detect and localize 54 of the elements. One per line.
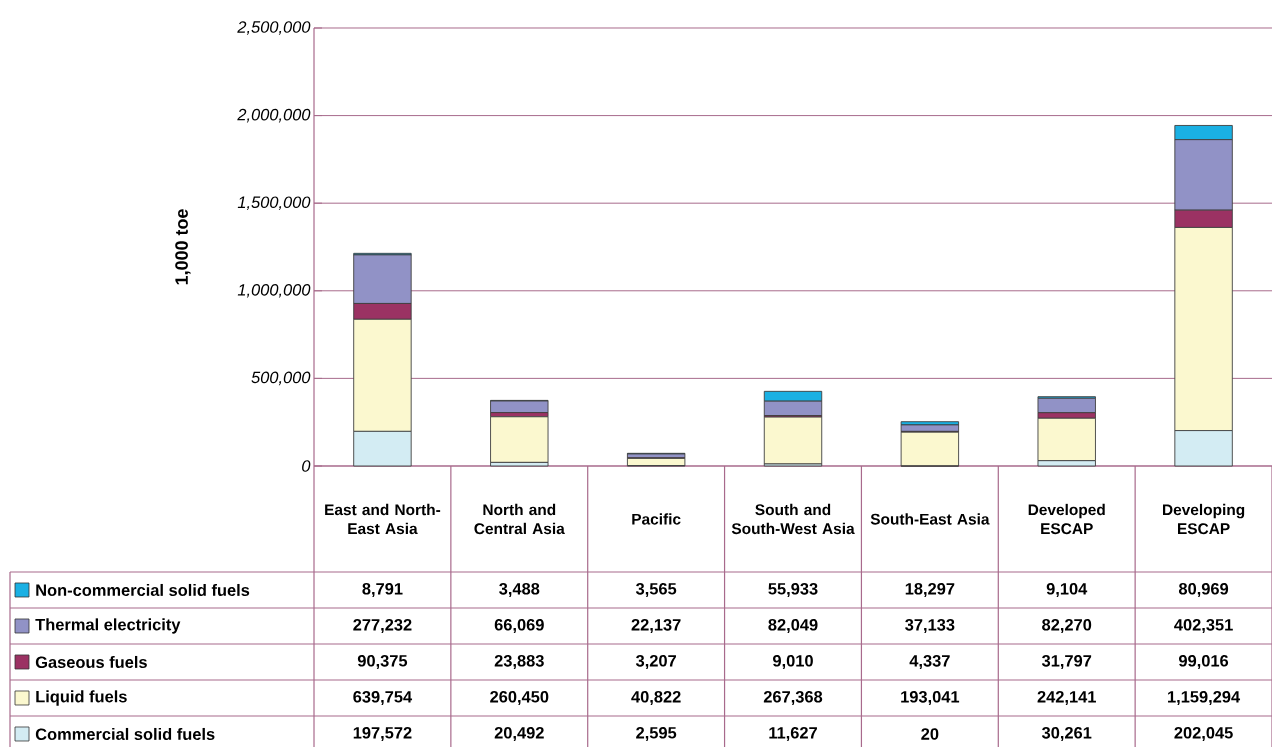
legend-label: Gaseous fuels	[35, 655, 147, 669]
data-label: 66,069	[494, 618, 544, 633]
data-label: 1,159,294	[1168, 690, 1241, 705]
data-label: 20,492	[494, 726, 544, 741]
x-tick-label: North and Central Asia	[474, 503, 565, 535]
data-label: 2,595	[636, 726, 677, 741]
x-tick-label: East and North-East Asia	[325, 503, 441, 535]
data-label: 3,207	[635, 654, 676, 669]
data-label: 9,104	[1046, 582, 1088, 597]
y-tick-label: 0	[302, 460, 311, 472]
data-label: 22,137	[631, 618, 681, 633]
y-tick-label: 1,500,000	[237, 196, 311, 210]
data-label: 3,565	[635, 582, 677, 597]
data-label: 197,572	[353, 726, 412, 741]
data-label: 202,045	[1174, 726, 1233, 741]
data-label: 4,337	[909, 654, 950, 669]
data-label: 30,261	[1041, 726, 1092, 741]
data-label: 23,883	[494, 654, 544, 669]
y-axis-title: 1,000 toe	[175, 209, 191, 285]
data-label: 11,627	[769, 726, 817, 741]
data-label: 260,450	[490, 690, 549, 705]
data-label: 55,933	[768, 582, 818, 597]
data-label: 82,049	[768, 618, 818, 633]
data-label: 40,822	[631, 690, 681, 705]
data-label: 639,754	[353, 690, 413, 705]
y-tick-label: 2,000,000	[237, 108, 311, 123]
data-label: 37,133	[905, 618, 955, 633]
data-label: 267,368	[763, 690, 823, 705]
y-tick-label: 2,500,000	[237, 21, 311, 35]
x-tick-label: South and South-West Asia	[731, 503, 855, 535]
x-tick-label: Pacific	[632, 513, 681, 525]
legend-label: Non-commercial solid fuels	[36, 583, 250, 597]
data-label: 99,016	[1178, 654, 1229, 669]
data-label: 242,141	[1037, 690, 1096, 705]
y-tick-label: 500,000	[251, 371, 311, 386]
data-label: 193,041	[901, 690, 960, 705]
data-label: 3,488	[499, 582, 540, 597]
x-tick-label: Developed ESCAP	[1028, 503, 1105, 535]
data-label: 8,791	[362, 582, 403, 597]
x-tick-label: South-East Asia	[870, 513, 990, 525]
data-label: 31,797	[1041, 654, 1092, 669]
y-tick-label: 1,000,000	[237, 283, 311, 298]
legend-label: Commercial solid fuels	[35, 727, 215, 741]
data-label: 90,375	[357, 654, 408, 669]
data-label: 82,270	[1042, 618, 1092, 633]
data-label: 18,297	[905, 582, 955, 597]
data-label: 80,969	[1178, 582, 1229, 597]
legend-label: Thermal electricity	[35, 618, 181, 634]
data-label: 9,010	[773, 654, 813, 669]
legend-label: Liquid fuels	[36, 690, 127, 706]
data-label: 20	[921, 728, 939, 740]
data-label: 402,351	[1174, 618, 1233, 633]
x-tick-label: Developing ESCAP	[1163, 503, 1245, 535]
data-label: 277,232	[353, 618, 412, 633]
